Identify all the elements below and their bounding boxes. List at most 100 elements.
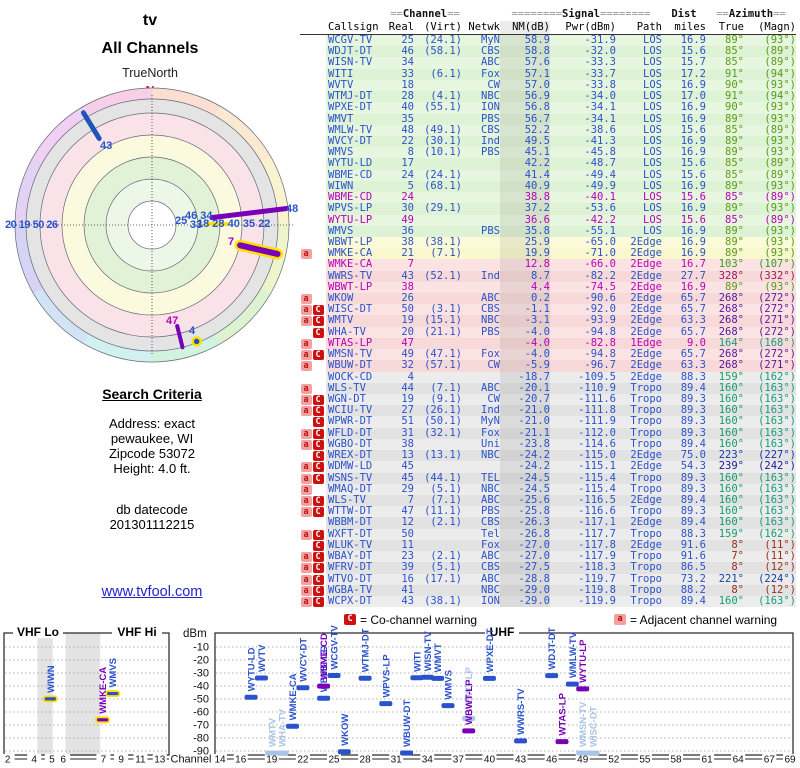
cell-real: 44 bbox=[401, 381, 414, 394]
cell-real: 34 bbox=[401, 56, 414, 69]
channel-tick-label: 7 bbox=[101, 755, 107, 766]
cell-path: Tropo bbox=[630, 404, 662, 417]
band-title: UHF bbox=[490, 625, 515, 639]
cell-virtual bbox=[414, 259, 462, 270]
cell-power: -33.3 bbox=[584, 56, 616, 69]
cell-network: ABC bbox=[481, 493, 500, 506]
cell-virtual: (52.1) bbox=[424, 269, 462, 282]
channel-tick-label: 13 bbox=[154, 755, 166, 766]
cell-virtual: (11.1) bbox=[424, 505, 462, 518]
adjacent-warning-badge: a bbox=[300, 529, 312, 540]
cell-power: -119.9 bbox=[578, 594, 616, 607]
cell-azimuth-magnetic: (163°) bbox=[758, 426, 796, 439]
cell-miles: 91.6 bbox=[680, 550, 706, 563]
table-column-header: Callsign Real (Virt) Netwk NM(dB) Pwr(dB… bbox=[300, 21, 796, 35]
bar-label: WPXE-DT bbox=[485, 628, 496, 672]
adjacent-warning-badge: a bbox=[300, 552, 312, 563]
cell-power: -71.0 bbox=[584, 247, 616, 260]
co-channel-warning-badge: C bbox=[312, 529, 324, 540]
table-row: WBME-CD 24 (24.1) 41.4 -49.4 LOS 15.6 85° (89°) bbox=[300, 168, 796, 181]
cell-network: Ind bbox=[481, 404, 500, 417]
cell-network: CBS bbox=[481, 561, 500, 574]
table-row: WMLW-TV 48 (49.1) CBS 52.2 -38.6 LOS 15.6 85° (89… bbox=[300, 124, 796, 136]
cell-power: -96.7 bbox=[584, 359, 616, 372]
cell-nm: -26.8 bbox=[500, 528, 550, 540]
cell-virtual: (24.1) bbox=[424, 34, 462, 46]
legend-adjacent-channel: a = Adjacent channel warning bbox=[614, 612, 777, 627]
table-row: WWRS-TV 43 (52.1) Ind 8.7 -82.2 2Edge 27.7 328° (… bbox=[300, 269, 796, 282]
cell-virtual: (15.1) bbox=[424, 314, 462, 327]
cell-azimuth-magnetic: (272°) bbox=[758, 348, 796, 361]
table-row: a C WMTV 19 (15.1) NBC -3.1 -93.9 2Edge 63.3 268° (… bbox=[300, 314, 796, 327]
cell-network bbox=[462, 259, 500, 270]
cell-path: Tropo bbox=[630, 381, 662, 394]
cell-real: 19 bbox=[401, 314, 414, 327]
col-real: Real bbox=[388, 21, 414, 33]
cell-power: -109.5 bbox=[578, 370, 616, 383]
co-channel-warning-badge: C bbox=[312, 507, 324, 518]
cell-callsign: WCPX-DT bbox=[328, 594, 373, 607]
cell-real: 38 bbox=[401, 235, 414, 248]
table-row: a C WCIU-TV 27 (26.1) Ind -21.0 -111.8 Tropo 89.3… bbox=[300, 404, 796, 417]
cell-path: LOS bbox=[643, 112, 662, 125]
cell-miles: 89.3 bbox=[680, 505, 706, 518]
cell-azimuth-true: 268° bbox=[718, 359, 744, 372]
bar-WWRS-TV bbox=[514, 738, 528, 744]
cell-callsign: WGN-DT bbox=[328, 393, 366, 405]
cell-network: Fox bbox=[481, 538, 500, 551]
cell-virtual: (2.1) bbox=[430, 516, 462, 529]
signal-table: ==Channel== ========Signal======== Dist … bbox=[300, 8, 796, 608]
bar-label: WDJT-DT bbox=[547, 627, 558, 669]
cell-azimuth-magnetic: (163°) bbox=[758, 471, 796, 484]
cell-miles: 73.2 bbox=[680, 572, 706, 585]
cell-callsign: WLUK-TV bbox=[328, 538, 373, 551]
cell-virtual bbox=[414, 215, 462, 226]
adjacent-warning-badge: a bbox=[300, 439, 312, 450]
cell-miles: 15.6 bbox=[680, 168, 706, 181]
cell-network: TEL bbox=[481, 471, 500, 484]
cell-virtual: (7.1) bbox=[430, 493, 462, 506]
cell-miles: 65.7 bbox=[680, 348, 706, 361]
cell-miles: 16.9 bbox=[680, 101, 706, 114]
channel-tick-label: 55 bbox=[639, 755, 651, 766]
channel-tick-label: 64 bbox=[733, 755, 745, 766]
cell-path: LOS bbox=[643, 101, 662, 114]
channel-tick-label: 31 bbox=[391, 755, 403, 766]
channel-tick-label: 9 bbox=[118, 755, 124, 766]
adjacent-warning-icon: a bbox=[614, 614, 626, 626]
table-row: a C WGN-DT 19 (9.1) CW -20.7 -111.6 Tropo 89.3 160… bbox=[300, 393, 796, 406]
cell-network: PBS bbox=[481, 146, 500, 159]
channel-tick-label: 46 bbox=[546, 755, 558, 766]
cell-azimuth-magnetic: (93°) bbox=[764, 112, 796, 125]
site-link[interactable]: www.tvfool.com bbox=[101, 584, 203, 600]
channel-tick-label: 14 bbox=[214, 755, 226, 766]
cell-nm: -27.0 bbox=[500, 550, 550, 563]
cell-azimuth-true: 8° bbox=[731, 561, 744, 574]
cell-power: -93.9 bbox=[584, 314, 616, 327]
cell-azimuth-true: 89° bbox=[725, 280, 744, 293]
cell-azimuth-true: 160° bbox=[718, 516, 744, 529]
cell-virtual: (2.1) bbox=[430, 550, 462, 563]
cell-virtual: (55.1) bbox=[424, 101, 462, 114]
cell-callsign: WWRS-TV bbox=[328, 269, 373, 282]
cell-network: CW bbox=[487, 359, 500, 372]
cell-network: MyN bbox=[481, 34, 500, 46]
table-row: WBWT-LP 38 (38.1) 25.9 -65.0 2Edge 16.9 89° (93°… bbox=[300, 235, 796, 249]
group-azimuth: ==Azimuth== bbox=[716, 8, 786, 20]
cell-real: 43 bbox=[401, 594, 414, 607]
table-row: WISN-TV 34 ABC 57.6 -33.3 LOS 15.7 85° (89°) bbox=[300, 56, 796, 69]
cell-callsign: WBUW-DT bbox=[328, 359, 373, 372]
cell-network: ION bbox=[481, 594, 500, 607]
cell-path: Tropo bbox=[630, 482, 662, 495]
bar-label: WBME-CD bbox=[319, 645, 330, 692]
channel-tick-label: 52 bbox=[608, 755, 620, 766]
cell-miles: 16.9 bbox=[680, 78, 706, 91]
cell-nm: 8.7 bbox=[500, 270, 550, 282]
cell-virtual bbox=[414, 529, 462, 540]
bar-WMSN-TV bbox=[576, 750, 590, 756]
cell-miles: 16.9 bbox=[680, 235, 706, 248]
bar-label: WBWT-LP bbox=[464, 666, 475, 712]
adjacent-warning-badge: a bbox=[300, 507, 312, 518]
cell-network: PBS bbox=[481, 112, 500, 125]
radar-subtitle: All Channels bbox=[101, 40, 199, 57]
